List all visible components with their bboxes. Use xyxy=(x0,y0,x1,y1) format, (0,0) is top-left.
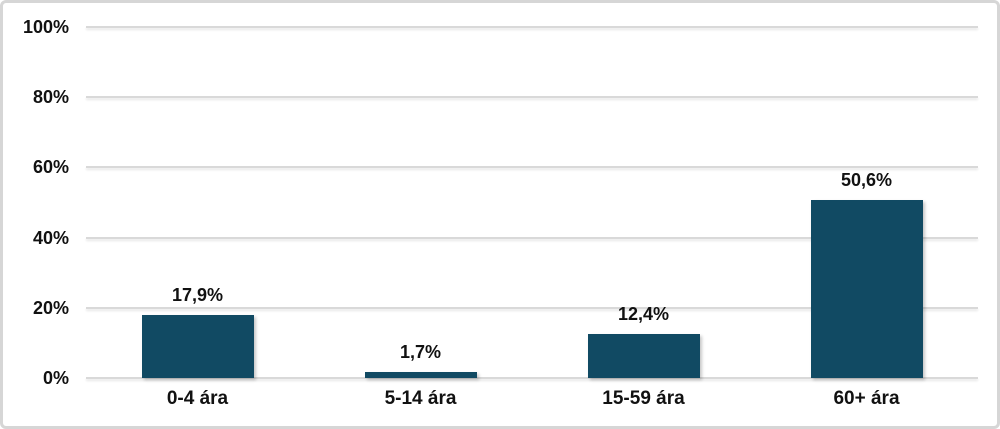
x-axis: 0-4 ára 5-14 ára 15-59 ára 60+ ára xyxy=(86,388,978,410)
x-category-label: 5-14 ára xyxy=(384,388,457,409)
bar-value-label: 1,7% xyxy=(399,342,442,363)
gridline-80 xyxy=(86,96,978,99)
y-tick-label: 20% xyxy=(32,297,69,318)
y-tick-label: 0% xyxy=(42,368,69,388)
bar-value-label: 50,6% xyxy=(840,170,893,191)
bar-group-0-4: 17,9% xyxy=(86,27,309,378)
gridline-40 xyxy=(86,236,978,239)
gridline-0 xyxy=(86,377,978,379)
plot-area: 17,9% 1,7% 12,4% 50,6% xyxy=(86,26,978,379)
x-category-label: 0-4 ára xyxy=(166,388,229,409)
y-tick-label: 100% xyxy=(22,17,69,37)
y-axis: 100% 80% 60% 40% 20% 0% xyxy=(3,17,69,388)
x-category-label: 60+ ára xyxy=(833,388,900,409)
gridline-60 xyxy=(86,166,978,169)
y-tick-label: 60% xyxy=(32,157,69,178)
bar-value-label: 12,4% xyxy=(617,304,670,325)
y-tick-label: 40% xyxy=(32,227,69,248)
bar-value-label: 17,9% xyxy=(171,285,224,306)
gridline-100 xyxy=(86,26,978,28)
bar xyxy=(810,200,923,378)
bar xyxy=(364,372,477,378)
bar-group-5-14: 1,7% xyxy=(309,27,532,378)
bar xyxy=(141,315,254,378)
bar-group-60plus: 50,6% xyxy=(755,27,978,378)
x-category-label: 15-59 ára xyxy=(602,388,685,409)
y-tick-label: 80% xyxy=(32,87,69,108)
bar xyxy=(587,334,700,378)
bar-group-15-59: 12,4% xyxy=(532,27,755,378)
gridline-20 xyxy=(86,306,978,309)
